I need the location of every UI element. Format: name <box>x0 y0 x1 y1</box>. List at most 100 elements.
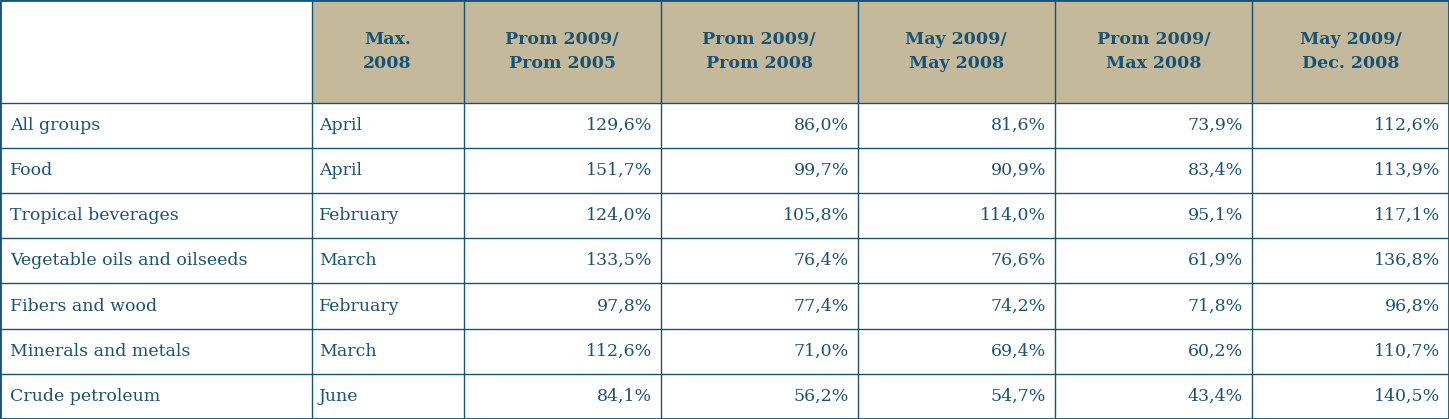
Bar <box>312 0 464 103</box>
Text: 61,9%: 61,9% <box>1188 252 1243 269</box>
Bar <box>0 103 312 148</box>
Bar <box>661 0 858 103</box>
Text: May 2009/
Dec. 2008: May 2009/ Dec. 2008 <box>1300 31 1401 72</box>
Bar <box>1252 0 1449 103</box>
Text: 105,8%: 105,8% <box>782 207 849 224</box>
Text: 76,6%: 76,6% <box>991 252 1046 269</box>
Text: Minerals and metals: Minerals and metals <box>10 343 190 360</box>
Text: April: April <box>319 162 362 179</box>
Bar <box>1252 283 1449 328</box>
Text: 112,6%: 112,6% <box>1374 117 1440 134</box>
Text: 43,4%: 43,4% <box>1188 388 1243 405</box>
Text: Fibers and wood: Fibers and wood <box>10 297 158 315</box>
Bar <box>464 328 661 374</box>
Text: 71,0%: 71,0% <box>794 343 849 360</box>
Bar <box>464 0 661 103</box>
Text: Prom 2009/
Max 2008: Prom 2009/ Max 2008 <box>1097 31 1210 72</box>
Text: 110,7%: 110,7% <box>1374 343 1440 360</box>
Text: Vegetable oils and oilseeds: Vegetable oils and oilseeds <box>10 252 248 269</box>
Bar <box>661 148 858 193</box>
Text: 56,2%: 56,2% <box>794 388 849 405</box>
Text: March: March <box>319 343 377 360</box>
Bar <box>312 328 464 374</box>
Bar <box>1252 374 1449 419</box>
Bar <box>1055 328 1252 374</box>
Text: 114,0%: 114,0% <box>980 207 1046 224</box>
Bar <box>0 374 312 419</box>
Text: 77,4%: 77,4% <box>794 297 849 315</box>
Bar <box>858 283 1055 328</box>
Text: Crude petroleum: Crude petroleum <box>10 388 161 405</box>
Bar <box>661 103 858 148</box>
Bar <box>312 103 464 148</box>
Text: May 2009/
May 2008: May 2009/ May 2008 <box>906 31 1007 72</box>
Bar <box>0 148 312 193</box>
Bar <box>661 193 858 238</box>
Bar <box>312 193 464 238</box>
Text: 136,8%: 136,8% <box>1374 252 1440 269</box>
Text: 117,1%: 117,1% <box>1374 207 1440 224</box>
Text: Tropical beverages: Tropical beverages <box>10 207 178 224</box>
Text: 86,0%: 86,0% <box>794 117 849 134</box>
Text: March: March <box>319 252 377 269</box>
Bar <box>1055 103 1252 148</box>
Bar <box>1252 193 1449 238</box>
Text: 112,6%: 112,6% <box>585 343 652 360</box>
Bar <box>661 374 858 419</box>
Bar <box>0 283 312 328</box>
Bar <box>1252 238 1449 283</box>
Bar <box>464 193 661 238</box>
Text: 95,1%: 95,1% <box>1188 207 1243 224</box>
Bar <box>312 283 464 328</box>
Text: 54,7%: 54,7% <box>991 388 1046 405</box>
Bar <box>858 328 1055 374</box>
Text: 133,5%: 133,5% <box>585 252 652 269</box>
Bar <box>858 148 1055 193</box>
Bar <box>464 148 661 193</box>
Bar <box>1055 193 1252 238</box>
Bar <box>312 238 464 283</box>
Bar <box>0 328 312 374</box>
Bar <box>0 238 312 283</box>
Bar <box>1252 148 1449 193</box>
Bar <box>0 193 312 238</box>
Bar <box>858 374 1055 419</box>
Text: All groups: All groups <box>10 117 100 134</box>
Text: 129,6%: 129,6% <box>585 117 652 134</box>
Text: February: February <box>319 207 400 224</box>
Text: 113,9%: 113,9% <box>1374 162 1440 179</box>
Text: Prom 2009/
Prom 2008: Prom 2009/ Prom 2008 <box>703 31 816 72</box>
Text: 97,8%: 97,8% <box>597 297 652 315</box>
Bar <box>1055 238 1252 283</box>
Bar <box>464 283 661 328</box>
Bar <box>858 238 1055 283</box>
Bar <box>661 238 858 283</box>
Bar <box>1055 374 1252 419</box>
Text: 140,5%: 140,5% <box>1374 388 1440 405</box>
Bar <box>1252 328 1449 374</box>
Text: April: April <box>319 117 362 134</box>
Text: 69,4%: 69,4% <box>991 343 1046 360</box>
Bar <box>1055 148 1252 193</box>
Bar <box>0 0 312 103</box>
Bar <box>312 148 464 193</box>
Text: 81,6%: 81,6% <box>991 117 1046 134</box>
Text: 99,7%: 99,7% <box>794 162 849 179</box>
Bar <box>464 374 661 419</box>
Bar <box>661 283 858 328</box>
Text: 90,9%: 90,9% <box>991 162 1046 179</box>
Text: Max.
2008: Max. 2008 <box>364 31 412 72</box>
Bar <box>464 238 661 283</box>
Text: 74,2%: 74,2% <box>991 297 1046 315</box>
Text: Prom 2009/
Prom 2005: Prom 2009/ Prom 2005 <box>506 31 619 72</box>
Text: 84,1%: 84,1% <box>597 388 652 405</box>
Bar <box>1055 283 1252 328</box>
Text: 83,4%: 83,4% <box>1188 162 1243 179</box>
Text: 151,7%: 151,7% <box>585 162 652 179</box>
Text: February: February <box>319 297 400 315</box>
Bar <box>312 374 464 419</box>
Text: 124,0%: 124,0% <box>585 207 652 224</box>
Bar <box>858 103 1055 148</box>
Bar <box>858 0 1055 103</box>
Text: 76,4%: 76,4% <box>794 252 849 269</box>
